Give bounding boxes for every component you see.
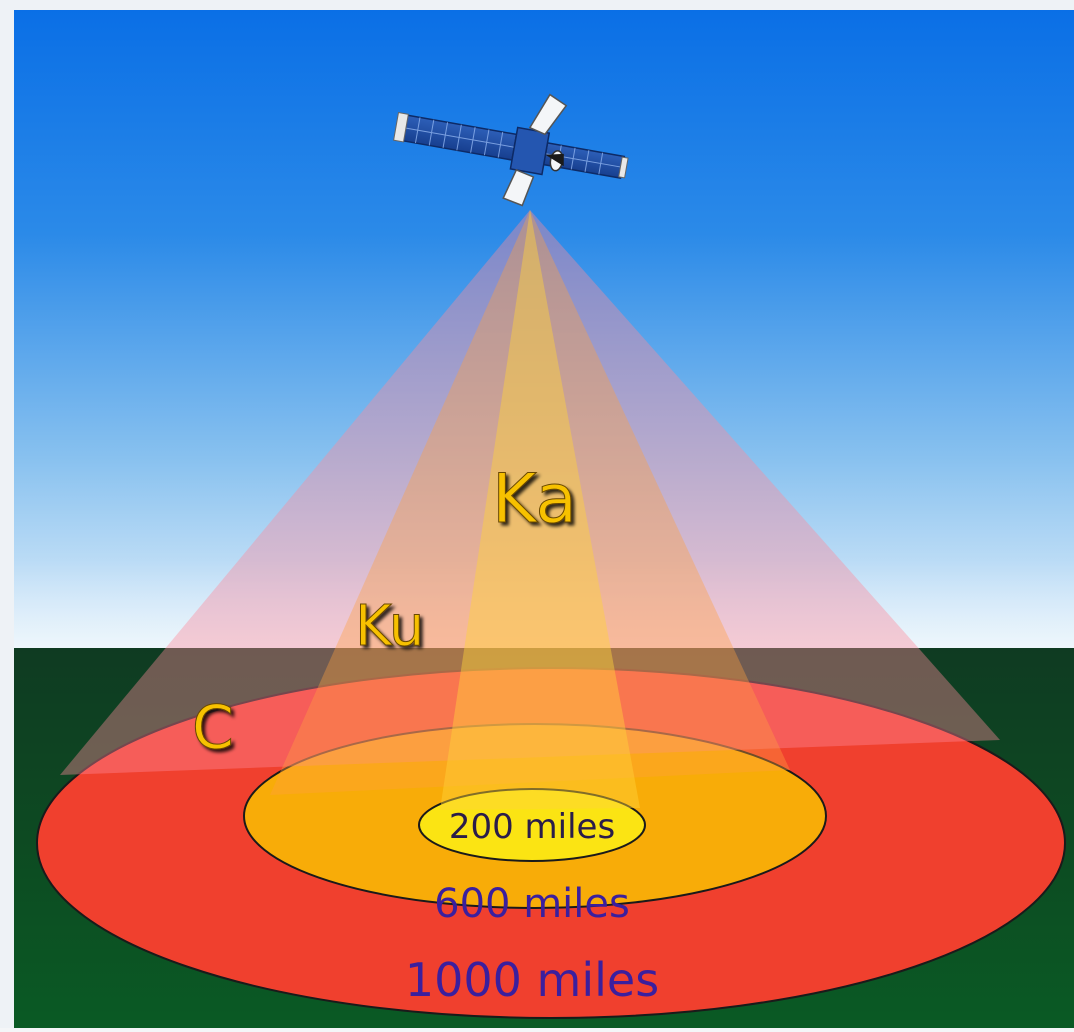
- band-label-ka: Ka: [492, 460, 577, 539]
- satellite-icon: [393, 93, 629, 207]
- outer-distance-label: 1000 miles: [405, 953, 659, 1007]
- ka-band-beam: [440, 210, 640, 810]
- band-label-ku: Ku: [355, 594, 424, 659]
- inner-footprint: [418, 788, 646, 862]
- band-label-c: C: [192, 693, 234, 763]
- c-band-beam: [60, 210, 1000, 775]
- middle-distance-label: 600 miles: [434, 881, 630, 927]
- horizon-haze: [14, 560, 1074, 650]
- ku-band-beam: [270, 210, 790, 795]
- inner-distance-label: 200 miles: [449, 807, 615, 847]
